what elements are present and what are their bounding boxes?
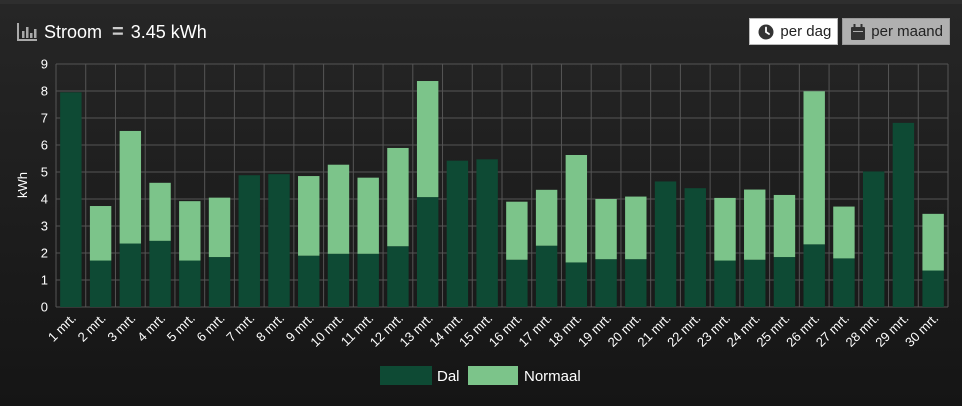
bar-dal[interactable] xyxy=(744,259,766,307)
bar-dal[interactable] xyxy=(892,122,915,307)
bar-normaal[interactable] xyxy=(387,147,409,247)
bar-normaal[interactable] xyxy=(744,189,766,260)
bar-normaal[interactable] xyxy=(149,182,171,241)
bar-normaal[interactable] xyxy=(803,91,825,245)
y-tick-label: 9 xyxy=(41,57,48,72)
bar-dal[interactable] xyxy=(149,240,171,307)
bar-dal[interactable] xyxy=(119,243,142,307)
per-maand-label: per maand xyxy=(871,23,943,40)
panel-title: Stroom xyxy=(44,21,103,42)
bar-dal[interactable] xyxy=(89,260,112,307)
y-tick-label: 4 xyxy=(41,192,48,207)
bar-dal[interactable] xyxy=(268,174,290,307)
clock-icon xyxy=(758,24,774,39)
legend-normaal-swatch[interactable] xyxy=(468,366,518,385)
bar-normaal[interactable] xyxy=(714,197,736,261)
x-tick-label: 2 mrt. xyxy=(75,311,109,345)
bar-normaal[interactable] xyxy=(773,194,796,258)
y-tick-label: 5 xyxy=(41,165,48,180)
bar-dal[interactable] xyxy=(922,270,944,307)
bar-dal[interactable] xyxy=(833,258,855,307)
legend-normaal-label[interactable]: Normaal xyxy=(524,368,581,385)
bar-dal[interactable] xyxy=(535,245,558,307)
bar-dal[interactable] xyxy=(387,246,409,307)
bar-dal[interactable] xyxy=(298,255,320,307)
x-tick-label: 1 mrt. xyxy=(45,311,79,345)
bar-dal[interactable] xyxy=(654,181,677,307)
bar-normaal[interactable] xyxy=(833,206,855,259)
x-tick-label: 6 mrt. xyxy=(194,311,228,345)
bar-normaal[interactable] xyxy=(327,164,350,254)
bar-dal[interactable] xyxy=(625,259,647,307)
bar-dal[interactable] xyxy=(60,92,82,307)
bar-normaal[interactable] xyxy=(565,154,588,263)
bar-normaal[interactable] xyxy=(416,81,439,198)
bar-dal[interactable] xyxy=(446,160,469,307)
bar-dal[interactable] xyxy=(208,257,231,307)
period-buttons: per dag per maand xyxy=(749,18,950,45)
bar-normaal[interactable] xyxy=(506,201,528,260)
bar-dal[interactable] xyxy=(357,253,379,307)
bar-dal[interactable] xyxy=(476,159,498,307)
grid-lines xyxy=(55,63,949,308)
bar-normaal[interactable] xyxy=(179,201,201,261)
x-tick-label: 4 mrt. xyxy=(134,311,168,345)
bar-dal[interactable] xyxy=(595,259,617,307)
bar-normaal[interactable] xyxy=(119,130,142,244)
y-tick-label: 6 xyxy=(41,138,48,153)
y-tick-label: 7 xyxy=(41,111,48,126)
bar-dal[interactable] xyxy=(714,260,736,307)
bar-normaal[interactable] xyxy=(595,199,617,260)
y-tick-label: 0 xyxy=(41,300,48,315)
bar-normaal[interactable] xyxy=(89,206,112,261)
x-tick-labels: 1 mrt.2 mrt.3 mrt.4 mrt.5 mrt.6 mrt.7 mr… xyxy=(45,311,941,350)
bar-normaal[interactable] xyxy=(922,213,944,271)
bar-dal[interactable] xyxy=(565,262,588,307)
bar-dal[interactable] xyxy=(684,188,706,307)
legend: Dal Normaal xyxy=(380,366,581,385)
bar-dal[interactable] xyxy=(327,253,350,307)
calendar-icon xyxy=(851,23,866,40)
bar-dal[interactable] xyxy=(179,260,201,307)
y-tick-label: 1 xyxy=(41,273,48,288)
y-axis-label: kWh xyxy=(15,172,30,198)
equals-icon: = xyxy=(112,20,124,43)
bar-normaal[interactable] xyxy=(298,176,320,256)
y-tick-label: 3 xyxy=(41,219,48,234)
per-dag-label: per dag xyxy=(780,23,832,40)
x-tick-label: 10 mrt. xyxy=(307,311,346,350)
legend-dal-swatch[interactable] xyxy=(380,366,432,385)
x-tick-label: 7 mrt. xyxy=(223,311,257,345)
bar-dal[interactable] xyxy=(803,244,825,307)
bar-chart-icon xyxy=(17,23,37,41)
y-tick-label: 2 xyxy=(41,246,48,261)
x-tick-label: 8 mrt. xyxy=(253,311,287,345)
y-tick-label: 8 xyxy=(41,84,48,99)
per-maand-button[interactable]: per maand xyxy=(842,18,950,45)
legend-dal-label[interactable]: Dal xyxy=(437,368,460,385)
bars xyxy=(60,81,944,307)
panel-header: Stroom = 3.45 kWh xyxy=(16,18,207,46)
total-value: 3.45 kWh xyxy=(130,21,207,42)
x-tick-label: 30 mrt. xyxy=(902,311,941,350)
bar-normaal[interactable] xyxy=(625,196,647,260)
bar-dal[interactable] xyxy=(862,171,885,307)
bar-normaal[interactable] xyxy=(535,189,558,246)
bar-dal[interactable] xyxy=(416,197,439,307)
y-tick-labels: 0 1 2 3 4 5 6 7 8 9 xyxy=(41,57,48,315)
bar-normaal[interactable] xyxy=(208,197,231,258)
bar-dal[interactable] xyxy=(506,259,528,307)
x-tick-label: 3 mrt. xyxy=(104,311,138,345)
x-tick-label: 5 mrt. xyxy=(164,311,198,345)
bar-normaal[interactable] xyxy=(357,177,379,254)
per-dag-button[interactable]: per dag xyxy=(749,18,839,45)
bar-dal[interactable] xyxy=(773,257,796,307)
bar-dal[interactable] xyxy=(238,175,260,307)
